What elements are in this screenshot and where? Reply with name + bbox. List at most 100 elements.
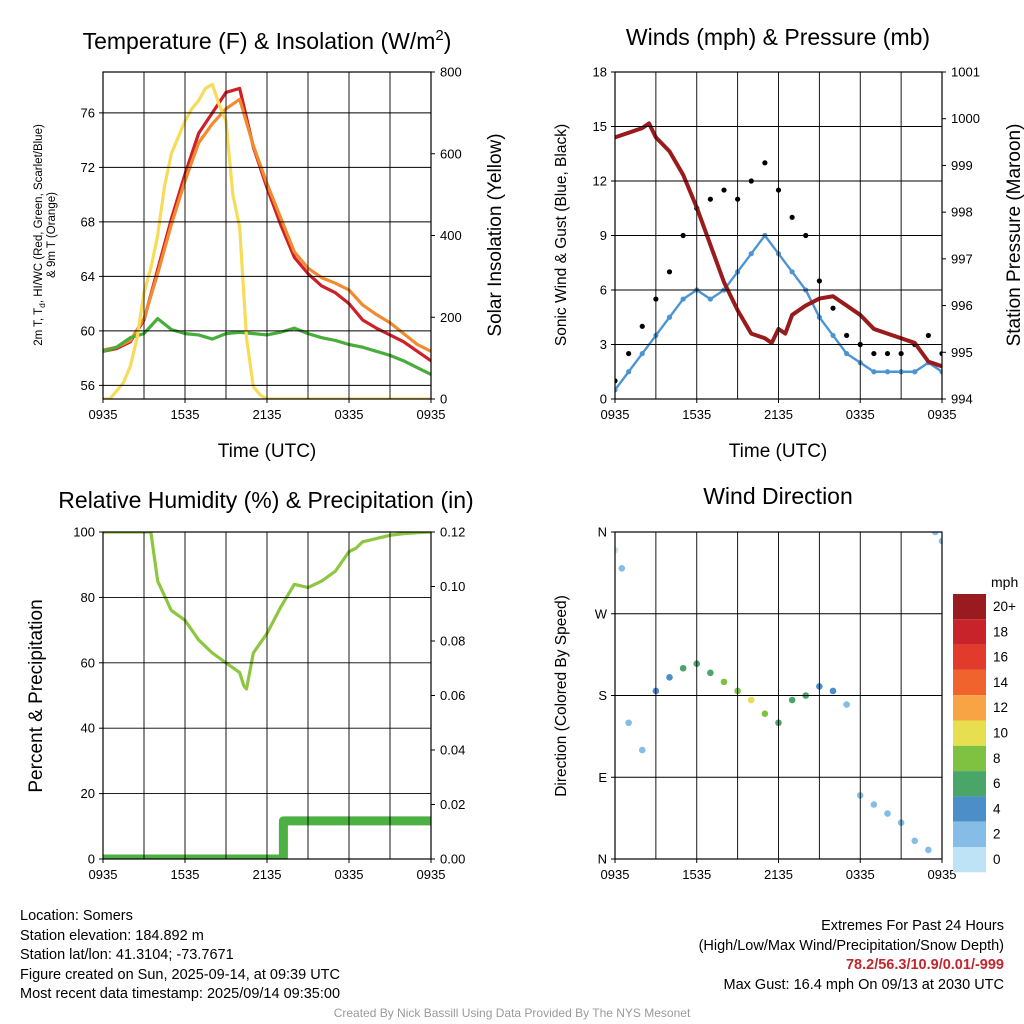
y-tick-label-right: 0.00 [440,852,465,867]
extremes-values: 78.2/56.3/10.9/0.01/-999 [845,957,1004,973]
humidity-series-layer [103,532,431,859]
wind-direction-panel-title: Wind Direction [703,483,853,509]
colorbar-label: 4 [993,801,1001,816]
temperature-axes: 56 60 64 68 72 76 0 200 400 600 800 0935 1535 2135 033… [81,65,462,423]
colorbar-label: 12 [993,700,1008,715]
y-tick-label-right: 1001 [951,65,980,80]
station-elevation: Station elevation: 184.892 m [20,927,204,944]
direction-point [638,746,646,754]
y-tick-label-left: 20 [81,786,95,801]
x-tick-label: 0935 [417,867,446,882]
figure-created: Figure created on Sun, 2025-09-14, at 09… [20,966,340,983]
colorbar-swatch [953,821,986,847]
direction-point [761,710,769,717]
y-tick-label-right: 800 [440,65,462,80]
gust-point [707,196,713,202]
y-tick-label-right: 200 [440,310,462,325]
x-tick-label: 2135 [253,867,282,882]
direction-point [666,674,673,681]
x-tick-label: 0935 [928,867,957,882]
y-tick-label-right: 999 [951,158,973,173]
y-tick-label-right: 0.02 [440,797,465,812]
direction-point [707,669,714,677]
humidity-ylabel-left: Percent & Precipitation [26,599,47,792]
station-latlon: Station lat/lon: 41.3104; -73.7671 [20,947,234,963]
colorbar-label: 16 [993,650,1008,665]
y-tick-label-left: 64 [81,269,95,284]
y-tick-label-right: 994 [951,392,973,407]
x-tick-label: 2135 [253,407,282,422]
colorbar-swatch [953,695,986,721]
winds-panel: Winds (mph) & Pressure (mb) 0 3 6 9 12 15 18 99… [553,24,1024,462]
x-tick-label: 1535 [682,407,711,422]
winds-axes: 0 3 6 9 12 15 18 994 995 996 997 998 999 1000 1001 0935… [593,65,980,423]
y-tick-label-right: 0.10 [440,579,465,594]
y-tick-label-left: 76 [81,105,95,120]
colorbar-swatch [953,796,986,822]
station-info: Location: Somers Station elevation: 184.… [20,907,340,1005]
gust-point [626,350,632,357]
x-tick-label: 0935 [601,867,630,882]
direction-point [870,801,878,808]
temperature-panel: Temperature (F) & Insolation (W/m2) 56 60… [33,27,506,462]
y-tick-label-left: N [598,852,607,867]
extremes-info: Extremes For Past 24 Hours (High/Low/Max… [699,917,1004,995]
y-tick-label-right: 0.12 [440,525,465,540]
x-tick-label: 1535 [171,867,200,882]
max-gust: Max Gust: 16.4 mph On 09/13 at 2030 UTC [723,976,1004,993]
station-pressure-line [615,121,942,369]
series-group [103,532,431,859]
colorbar-label: 10 [993,726,1008,741]
colorbar-label: 20+ [993,599,1016,614]
gust-point [939,350,942,357]
x-tick-label: 0935 [928,407,957,422]
x-tick-label: 2135 [764,407,793,422]
direction-point [911,837,919,845]
y-tick-label-left: 72 [81,160,95,175]
gust-point [639,323,645,329]
x-tick-label: 0935 [89,407,118,422]
direction-point [931,532,939,536]
y-tick-label-right: 996 [951,298,973,313]
winds-ylabel-right: Station Pressure (Maroon) [1004,124,1024,347]
extremes-subtitle: (High/Low/Max Wind/Precipitation/Snow De… [698,937,1004,954]
colorbar-swatch [953,644,986,670]
winds-ylabel-left: Sonic Wind & Gust (Blue, Black) [553,124,570,346]
colorbar-swatch [953,594,986,620]
recent-data-timestamp: Most recent data timestamp: 2025/09/14 0… [20,986,341,1002]
direction-point [938,537,942,545]
gust-point [925,332,931,339]
gust-point [871,350,877,357]
y-tick-label-left: 12 [593,174,607,189]
y-tick-label-right: 998 [951,205,973,220]
y-tick-label-right: 997 [951,251,973,266]
x-tick-label: 0335 [846,407,875,422]
colorbar-label: 18 [993,624,1008,639]
y-tick-label-right: 0.04 [440,743,465,758]
y-tick-label-left: 68 [81,214,95,229]
colorbar-swatch [953,745,986,772]
wind-direction-ylabel-left: Direction (Colored By Speed) [553,595,570,797]
x-tick-label: 0935 [601,407,630,422]
y-tick-label-right: 400 [440,228,462,243]
y-tick-label-left: 60 [81,655,95,670]
direction-point [843,701,850,708]
gust-point [721,187,727,193]
winds-panel-title: Winds (mph) & Pressure (mb) [626,24,930,50]
direction-point [618,565,626,572]
temperature-ylabel-right: Solar Insolation (Yellow) [485,133,506,336]
humidity-axes: 0 20 40 60 80 100 0.00 0.02 0.04 0.06 0.08 0.10 0.12… [73,525,465,883]
x-tick-label: 1535 [171,407,200,422]
gust-point [844,332,850,339]
gust-point [789,214,795,220]
gust-point [830,305,836,311]
y-tick-label-left: 60 [81,323,95,338]
y-tick-label-left: 40 [81,721,95,736]
wind-speed-colorbar: mph 20+ 18 16 14 12 10 8 6 4 2 0 [953,574,1018,873]
direction-point [925,846,932,854]
y-tick-label-left: 6 [600,283,607,298]
colorbar-label: 14 [993,675,1009,690]
y-tick-label-left: 100 [73,525,95,540]
